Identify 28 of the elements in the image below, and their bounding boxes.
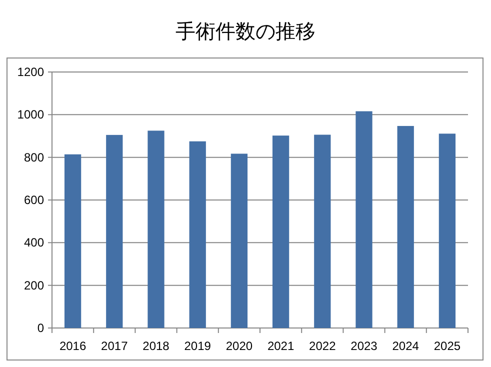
bar <box>356 111 372 328</box>
bar <box>189 141 206 328</box>
x-tick-label: 2020 <box>226 339 253 353</box>
y-tick-label: 800 <box>24 150 44 164</box>
y-tick-label: 1000 <box>17 108 44 122</box>
x-tick-label: 2019 <box>184 339 212 353</box>
y-tick-label: 600 <box>24 193 44 207</box>
x-tick-label: 2024 <box>392 339 420 353</box>
bar <box>106 134 123 328</box>
x-tick-label: 2021 <box>267 339 294 353</box>
x-tick-label: 2025 <box>434 339 461 353</box>
y-tick-label: 0 <box>37 321 44 335</box>
chart-title: 手術件数の推移 <box>176 21 316 43</box>
bar <box>397 126 414 328</box>
x-tick-label: 2018 <box>142 339 170 353</box>
y-tick-label: 400 <box>24 236 44 250</box>
x-tick-label: 2017 <box>101 339 128 353</box>
bar <box>148 130 164 328</box>
bar <box>230 154 248 328</box>
bar <box>438 134 456 328</box>
y-tick-label: 200 <box>24 278 44 292</box>
x-tick-label: 2022 <box>309 339 336 353</box>
y-tick-label: 1200 <box>17 65 44 79</box>
bar <box>314 134 331 328</box>
bar <box>64 154 82 328</box>
x-tick-label: 2023 <box>350 339 378 353</box>
bar <box>272 136 290 328</box>
x-tick-label: 2016 <box>59 339 86 353</box>
